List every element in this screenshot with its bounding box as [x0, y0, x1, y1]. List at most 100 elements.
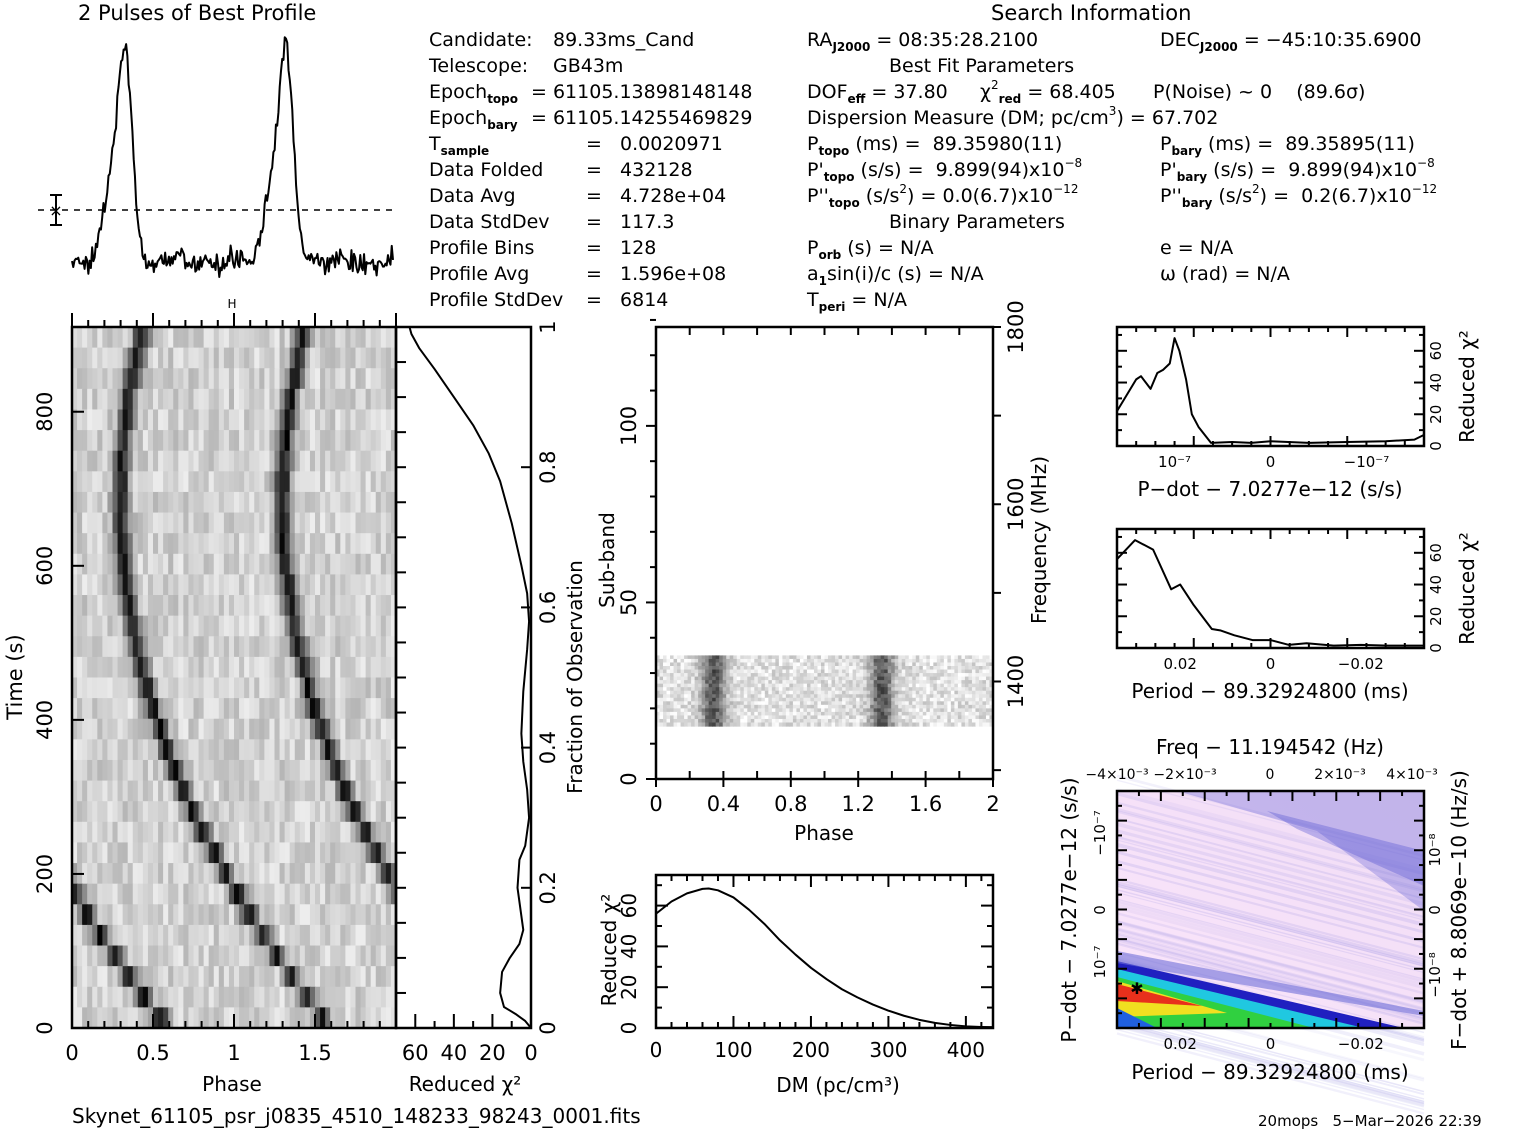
heatmap-cell [325, 780, 331, 802]
heatmap-cell [666, 701, 671, 706]
heatmap-cell [775, 673, 780, 678]
heatmap-cell [350, 388, 357, 411]
heatmap-cell [722, 690, 727, 695]
heatmap-cell [122, 801, 129, 823]
heatmap-cell [223, 780, 230, 802]
heatmap-cell [365, 821, 372, 844]
heatmap-cell [971, 708, 977, 713]
heatmap-cell [785, 680, 790, 685]
heatmap-cell [954, 680, 959, 685]
y-tick-label: 40 [617, 934, 641, 959]
heatmap-cell [803, 701, 808, 706]
heatmap-cell [72, 409, 78, 431]
heatmap-cell [345, 450, 352, 472]
heatmap-cell [320, 883, 326, 905]
heatmap-cell [385, 347, 392, 369]
heatmap-cell [757, 715, 762, 720]
heatmap-cell [757, 673, 762, 678]
heatmap-cell [898, 722, 903, 727]
heatmap-cell [975, 658, 980, 664]
heatmap-cell [792, 662, 798, 667]
heatmap-cell [147, 924, 154, 947]
heatmap-cell [722, 722, 727, 727]
heatmap-cell [859, 683, 864, 688]
heatmap-cell [168, 553, 174, 576]
heatmap-cell [729, 676, 734, 681]
heatmap-cell [743, 701, 748, 706]
heatmap-cell [929, 676, 934, 681]
heatmap-cell [771, 722, 776, 727]
heatmap-cell [309, 677, 316, 699]
heatmap-cell [254, 1007, 260, 1029]
heatmap-cell [736, 690, 741, 695]
heatmap-cell [254, 615, 260, 637]
heatmap-cell [340, 966, 346, 988]
heatmap-cell [234, 698, 240, 720]
heatmap-cell [244, 615, 250, 637]
heatmap-cell [926, 655, 931, 660]
heatmap-cell [778, 680, 783, 685]
heatmap-cell [279, 698, 286, 720]
heatmap-cell [345, 718, 352, 740]
heatmap-cell [360, 904, 367, 926]
heatmap-cell [828, 669, 833, 674]
heatmap-cell [72, 553, 78, 576]
heatmap-cell [355, 636, 362, 658]
map-streak [1116, 850, 1425, 934]
heatmap-cell [687, 690, 692, 695]
heatmap-cell [898, 658, 903, 664]
heatmap-cell [228, 388, 235, 411]
heatmap-cell [873, 673, 878, 678]
heatmap-cell [719, 658, 724, 664]
heatmap-cell [796, 680, 801, 685]
heatmap-cell [712, 687, 717, 692]
heatmap-cell [936, 666, 941, 671]
heatmap-cell [856, 662, 861, 667]
heatmap-cell [259, 430, 265, 452]
heatmap-cell [747, 708, 752, 713]
x-tick-label: 0 [524, 1041, 537, 1065]
heatmap-cell [137, 904, 144, 926]
heatmap-cell [873, 711, 878, 717]
heatmap-cell [694, 666, 699, 671]
chi2-time-line [408, 326, 532, 1029]
heatmap-cell [188, 553, 195, 576]
heatmap-cell [375, 821, 382, 844]
heatmap-cell [365, 966, 372, 988]
heatmap-cell [715, 704, 720, 709]
heatmap-cell [218, 512, 225, 534]
value: = 08:35:28.2100 [870, 29, 1039, 51]
heatmap-cell [694, 697, 699, 702]
heatmap-cell [370, 656, 377, 679]
heatmap-cell [102, 347, 109, 369]
heatmap-cell [284, 636, 291, 658]
heatmap-cell [806, 708, 812, 713]
heatmap-cell [249, 904, 255, 926]
heatmap-cell [254, 574, 260, 596]
heatmap-cell [701, 718, 706, 724]
heatmap-cell [178, 883, 184, 905]
heatmap-cell [147, 430, 154, 452]
heatmap-cell [163, 595, 169, 617]
heatmap-cell [274, 656, 281, 679]
heatmap-cell [813, 662, 819, 667]
heatmap-cell [659, 669, 664, 674]
heatmap-cell [820, 666, 826, 671]
heatmap-cell [666, 658, 671, 664]
heatmap-cell [274, 780, 281, 802]
heatmap-cell [922, 711, 927, 717]
heatmap-cell [943, 658, 948, 664]
heatmap-cell [279, 347, 286, 369]
heatmap-cell [117, 512, 124, 534]
heatmap-cell [264, 698, 271, 720]
heatmap-cell [684, 676, 689, 681]
heatmap-cell [102, 409, 109, 431]
heatmap-cell [87, 491, 93, 514]
heatmap-cell [849, 715, 854, 720]
heatmap-cell [390, 471, 397, 493]
label: Epoch [429, 81, 488, 103]
heatmap-cell [375, 471, 382, 493]
heatmap-cell [761, 683, 766, 688]
heatmap-cell [188, 801, 195, 823]
heatmap-cell [768, 690, 773, 695]
